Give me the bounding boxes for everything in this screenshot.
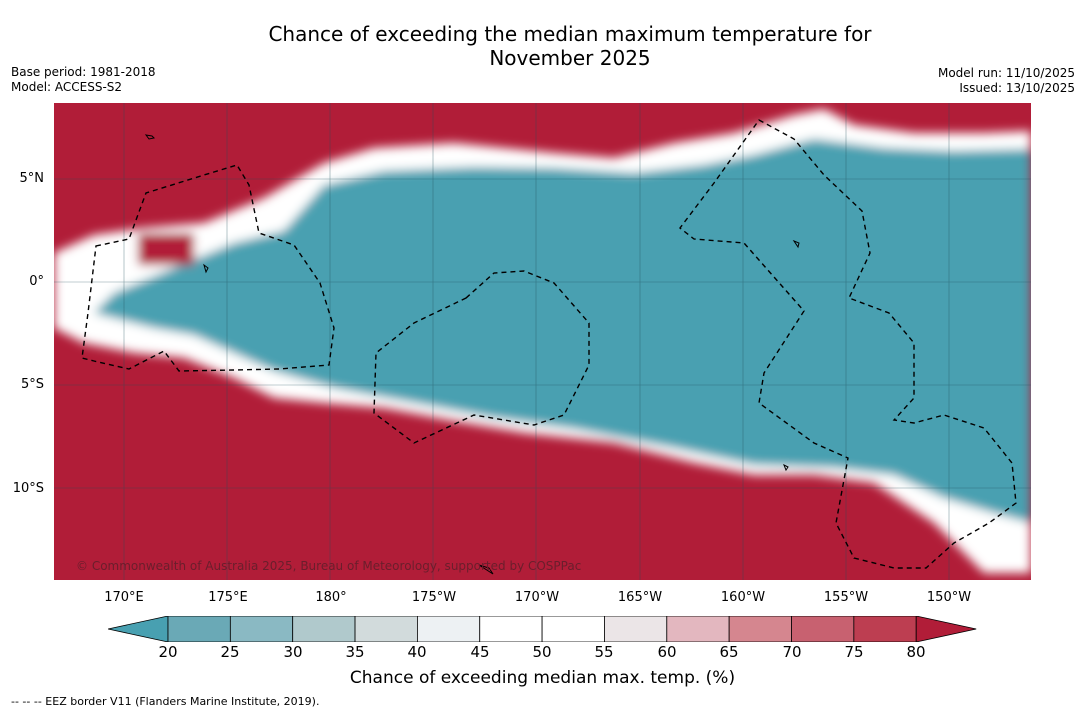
lon-label: 175°W — [411, 590, 457, 605]
lon-label: 150°W — [926, 590, 972, 605]
island-outline — [478, 564, 494, 575]
colorbar-segment — [167, 616, 231, 642]
colorbar-segment — [604, 616, 668, 642]
warm-inlet — [138, 233, 194, 265]
base-period: Base period: 1981-2018 — [11, 65, 156, 79]
colorbar-tick: 55 — [594, 643, 614, 661]
colorbar-tick: 70 — [782, 643, 802, 661]
colorbar-tick: 60 — [657, 643, 677, 661]
colorbar-tick: 20 — [158, 643, 178, 661]
colorbar-tick: 35 — [345, 643, 365, 661]
island-outline — [783, 463, 789, 472]
copyright-notice: © Commonwealth of Australia 2025, Bureau… — [76, 559, 582, 573]
eez-border-central — [373, 270, 590, 444]
colorbar-segment — [541, 616, 605, 642]
colorbar-extend-low — [108, 616, 169, 642]
title-line-2: November 2025 — [489, 46, 651, 70]
model-run: Model run: 11/10/2025 — [937, 66, 1075, 80]
lat-label-10s: 10°S — [12, 481, 44, 496]
colorbar-tick: 75 — [844, 643, 864, 661]
island-outline — [203, 263, 209, 274]
model-name: Model: ACCESS-S2 — [11, 80, 123, 94]
lon-label: 170°W — [514, 590, 560, 605]
lat-label-5n: 5°N — [19, 171, 45, 186]
lat-label-equator: 0° — [29, 274, 44, 289]
lon-label: 155°W — [823, 590, 869, 605]
colorbar-tick: 50 — [532, 643, 552, 661]
lat-label-5s: 5°S — [20, 377, 44, 392]
lon-label: 160°W — [720, 590, 766, 605]
colorbar-segment — [416, 616, 481, 642]
eez-border-west — [81, 164, 335, 372]
colorbar-segment — [229, 616, 294, 642]
colorbar-tick: 65 — [719, 643, 739, 661]
colorbar-segment — [791, 616, 855, 642]
eez-border-east — [679, 119, 1017, 569]
lon-label: 165°W — [617, 590, 663, 605]
island-outline — [144, 134, 156, 140]
colorbar-label: Chance of exceeding median max. temp. (%… — [349, 668, 736, 688]
colorbar-segment — [479, 616, 543, 642]
meta-right: Model run: 11/10/2025 Issued: 13/10/2025 — [938, 66, 1075, 96]
colorbar-segment — [354, 616, 418, 642]
colorbar-tick: 45 — [470, 643, 490, 661]
lon-label: 170°E — [104, 590, 144, 605]
graticule — [54, 103, 1031, 580]
colorbar-segment — [728, 616, 792, 642]
meta-left: Base period: 1981-2018 Model: ACCESS-S2 — [11, 65, 156, 95]
colorbar-tick: 25 — [220, 643, 240, 661]
colorbar-tick: 30 — [283, 643, 303, 661]
colorbar-tick: 40 — [407, 643, 427, 661]
map-panel — [54, 103, 1031, 580]
title-line-1: Chance of exceeding the median maximum t… — [268, 22, 872, 46]
colorbar-segment — [292, 616, 356, 642]
lon-label: 175°E — [208, 590, 248, 605]
colorbar — [108, 616, 977, 642]
map-title: Chance of exceeding the median maximum t… — [0, 22, 1085, 70]
colorbar-segment — [666, 616, 730, 642]
colorbar-tick: 80 — [906, 643, 926, 661]
colorbar-segment — [853, 616, 917, 642]
eez-legend-note: -- -- -- EEZ border V11 (Flanders Marine… — [11, 695, 320, 708]
issued-date: Issued: 13/10/2025 — [959, 81, 1075, 95]
lon-label: 180° — [315, 590, 347, 605]
cool-region — [94, 139, 1031, 523]
colorbar-extend-high — [915, 616, 977, 642]
map-canvas — [54, 103, 1031, 580]
island-outline — [792, 239, 800, 249]
